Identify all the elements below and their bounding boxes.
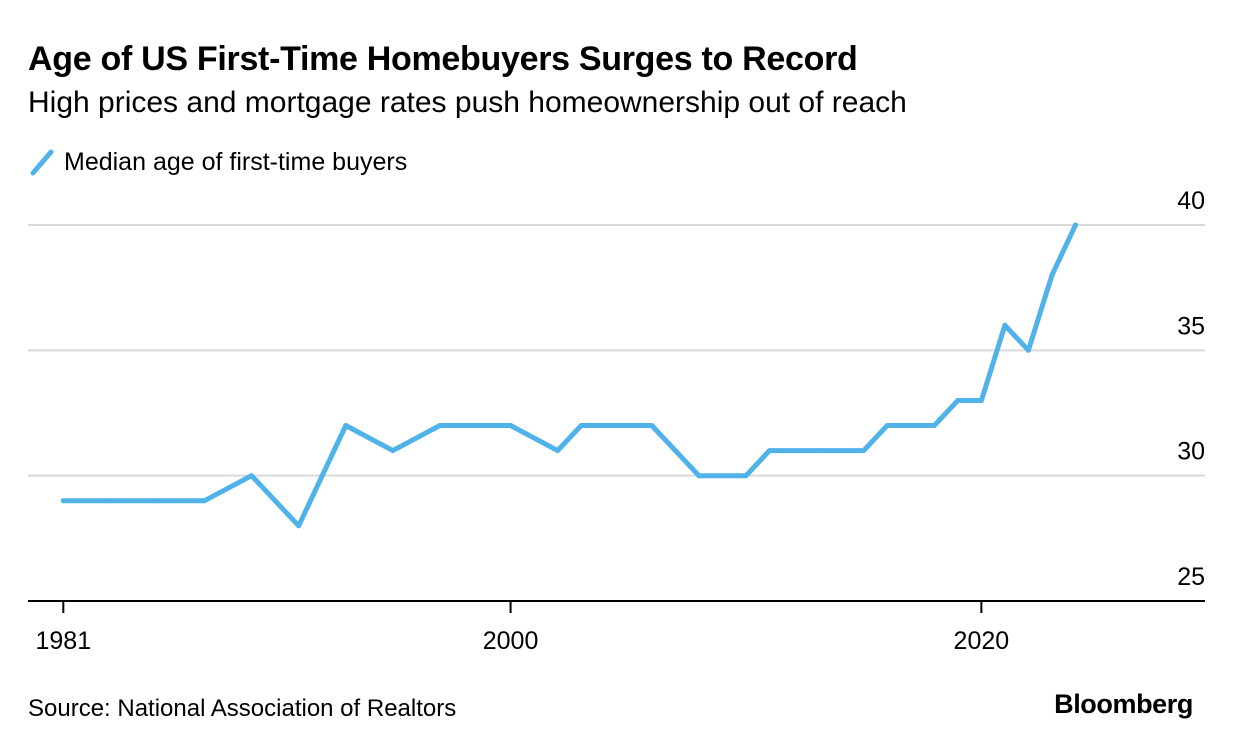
legend-swatch-icon bbox=[30, 149, 54, 176]
data-point-2008 bbox=[696, 473, 702, 479]
data-point-1983 bbox=[107, 498, 113, 504]
bloomberg-logo: Bloomberg bbox=[1054, 689, 1193, 719]
gridlines bbox=[28, 224, 1205, 477]
data-point-2013 bbox=[814, 448, 820, 454]
data-point-2016 bbox=[884, 423, 890, 428]
data-point-1993 bbox=[343, 423, 349, 428]
data-point-1989 bbox=[249, 473, 255, 479]
data-point-2004 bbox=[602, 423, 608, 428]
data-point-2023 bbox=[1049, 272, 1055, 278]
y-tick-label-35: 35 bbox=[1177, 312, 1205, 340]
data-point-2018 bbox=[931, 423, 937, 428]
chart-subtitle: High prices and mortgage rates push home… bbox=[28, 86, 907, 119]
data-point-2017 bbox=[908, 423, 914, 428]
data-point-2021 bbox=[1002, 322, 1008, 328]
data-point-1981 bbox=[60, 498, 66, 504]
data-point-2011 bbox=[767, 448, 772, 454]
source-note: Source: National Association of Realtors bbox=[28, 695, 457, 722]
y-tick-label-30: 30 bbox=[1177, 438, 1205, 466]
y-axis-tick-labels: 25 30 35 40 bbox=[1177, 187, 1205, 591]
x-tick-label-1981: 1981 bbox=[35, 627, 91, 655]
data-point-2003 bbox=[578, 423, 584, 428]
chart-title: Age of US First-Time Homebuyers Surges t… bbox=[28, 40, 858, 78]
data-point-2010 bbox=[743, 473, 749, 479]
data-point-2020 bbox=[978, 398, 984, 403]
data-point-1991 bbox=[296, 523, 302, 529]
data-point-2000 bbox=[508, 423, 514, 428]
data-point-2019 bbox=[955, 398, 961, 403]
legend: Median age of first-time buyers bbox=[28, 146, 407, 178]
data-point-2024 bbox=[1073, 222, 1078, 228]
legend-label: Median age of first-time buyers bbox=[64, 147, 408, 176]
x-axis: 1981 2000 2020 bbox=[28, 600, 1205, 655]
y-tick-label-25: 25 bbox=[1177, 563, 1205, 591]
data-point-2002 bbox=[555, 448, 561, 454]
data-point-2022 bbox=[1025, 347, 1031, 353]
y-tick-label-40: 40 bbox=[1177, 187, 1205, 215]
data-point-2015 bbox=[861, 448, 867, 454]
x-tick-label-2000: 2000 bbox=[483, 627, 539, 655]
x-tick-label-2020: 2020 bbox=[954, 627, 1010, 655]
line-chart: 25 30 35 40 1981 2000 2020 bbox=[28, 187, 1205, 655]
data-point-1999 bbox=[484, 423, 490, 428]
data-point-2006 bbox=[649, 423, 655, 428]
series-line-0 bbox=[60, 222, 1078, 529]
data-point-1985 bbox=[155, 498, 160, 504]
data-point-1987 bbox=[202, 498, 207, 504]
series-layer bbox=[60, 222, 1078, 529]
data-point-1995 bbox=[390, 448, 396, 454]
data-point-1997 bbox=[437, 423, 443, 428]
